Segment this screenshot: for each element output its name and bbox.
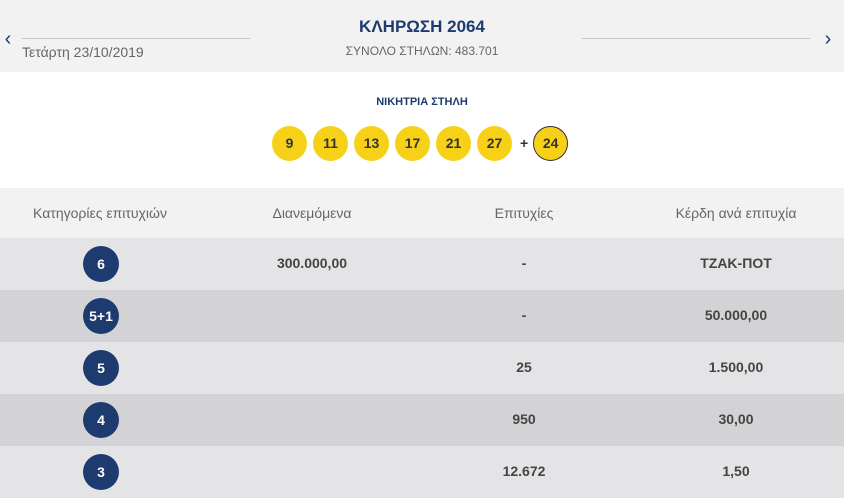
prize-value: 1,50 <box>722 463 750 479</box>
results-table-header: Κατηγορίες επιτυχιών Διανεμόμενα Επιτυχί… <box>0 188 844 238</box>
table-row: 6 300.000,00 - ΤΖΑΚ-ΠΟΤ <box>0 238 844 290</box>
category-badge: 3 <box>83 454 119 490</box>
category-badge: 4 <box>83 402 119 438</box>
prize-value: 1.500,00 <box>708 359 764 375</box>
number-ball: 11 <box>313 125 348 161</box>
chevron-left-icon[interactable]: ‹ <box>4 28 12 50</box>
table-row: 5+1 - 50.000,00 <box>0 290 844 342</box>
number-ball: 13 <box>354 125 389 161</box>
number-ball: 9 <box>272 125 307 161</box>
chevron-right-icon[interactable]: › <box>824 28 832 50</box>
table-row: 3 12.672 1,50 <box>0 446 844 498</box>
category-badge: 6 <box>83 246 119 282</box>
distributed-value: 300.000,00 <box>276 255 348 271</box>
draw-header: ‹ Τετάρτη 23/10/2019 ΚΛΗΡΩΣΗ 2064 ΣΥΝΟΛΟ… <box>0 0 844 72</box>
header-prize: Κέρδη ανά επιτυχία <box>675 205 797 221</box>
winners-value: - <box>521 307 527 323</box>
total-columns: ΣΥΝΟΛΟ ΣΤΗΛΩΝ: 483.701 <box>345 44 499 58</box>
winning-numbers: 9 11 13 17 21 27 + 24 <box>272 125 574 161</box>
category-badge: 5 <box>83 350 119 386</box>
winners-value: 12.672 <box>502 463 546 479</box>
number-ball: 21 <box>436 125 471 161</box>
category-badge: 5+1 <box>83 298 119 334</box>
header-categories: Κατηγορίες επιτυχιών <box>33 205 167 221</box>
prize-value: 50.000,00 <box>704 307 768 323</box>
table-row: 4 950 30,00 <box>0 394 844 446</box>
draw-title: ΚΛΗΡΩΣΗ 2064 <box>359 17 485 36</box>
header-winners: Επιτυχίες <box>494 205 554 221</box>
number-ball: 27 <box>477 125 512 161</box>
number-ball: 17 <box>395 125 430 161</box>
winners-value: 25 <box>516 359 532 375</box>
divider-left <box>22 38 250 39</box>
draw-date: Τετάρτη 23/10/2019 <box>22 44 144 60</box>
header-distributed: Διανεμόμενα <box>272 205 352 221</box>
winning-column-label: ΝΙΚΗΤΡΙΑ ΣΤΗΛΗ <box>376 96 468 108</box>
prize-value: ΤΖΑΚ-ΠΟΤ <box>700 255 772 271</box>
table-row: 5 25 1.500,00 <box>0 342 844 394</box>
winners-value: 950 <box>512 411 536 427</box>
bonus-ball: 24 <box>533 125 569 161</box>
divider-right <box>582 38 810 39</box>
plus-sign: + <box>520 135 529 151</box>
prize-value: 30,00 <box>718 411 754 427</box>
winners-value: - <box>521 255 527 271</box>
